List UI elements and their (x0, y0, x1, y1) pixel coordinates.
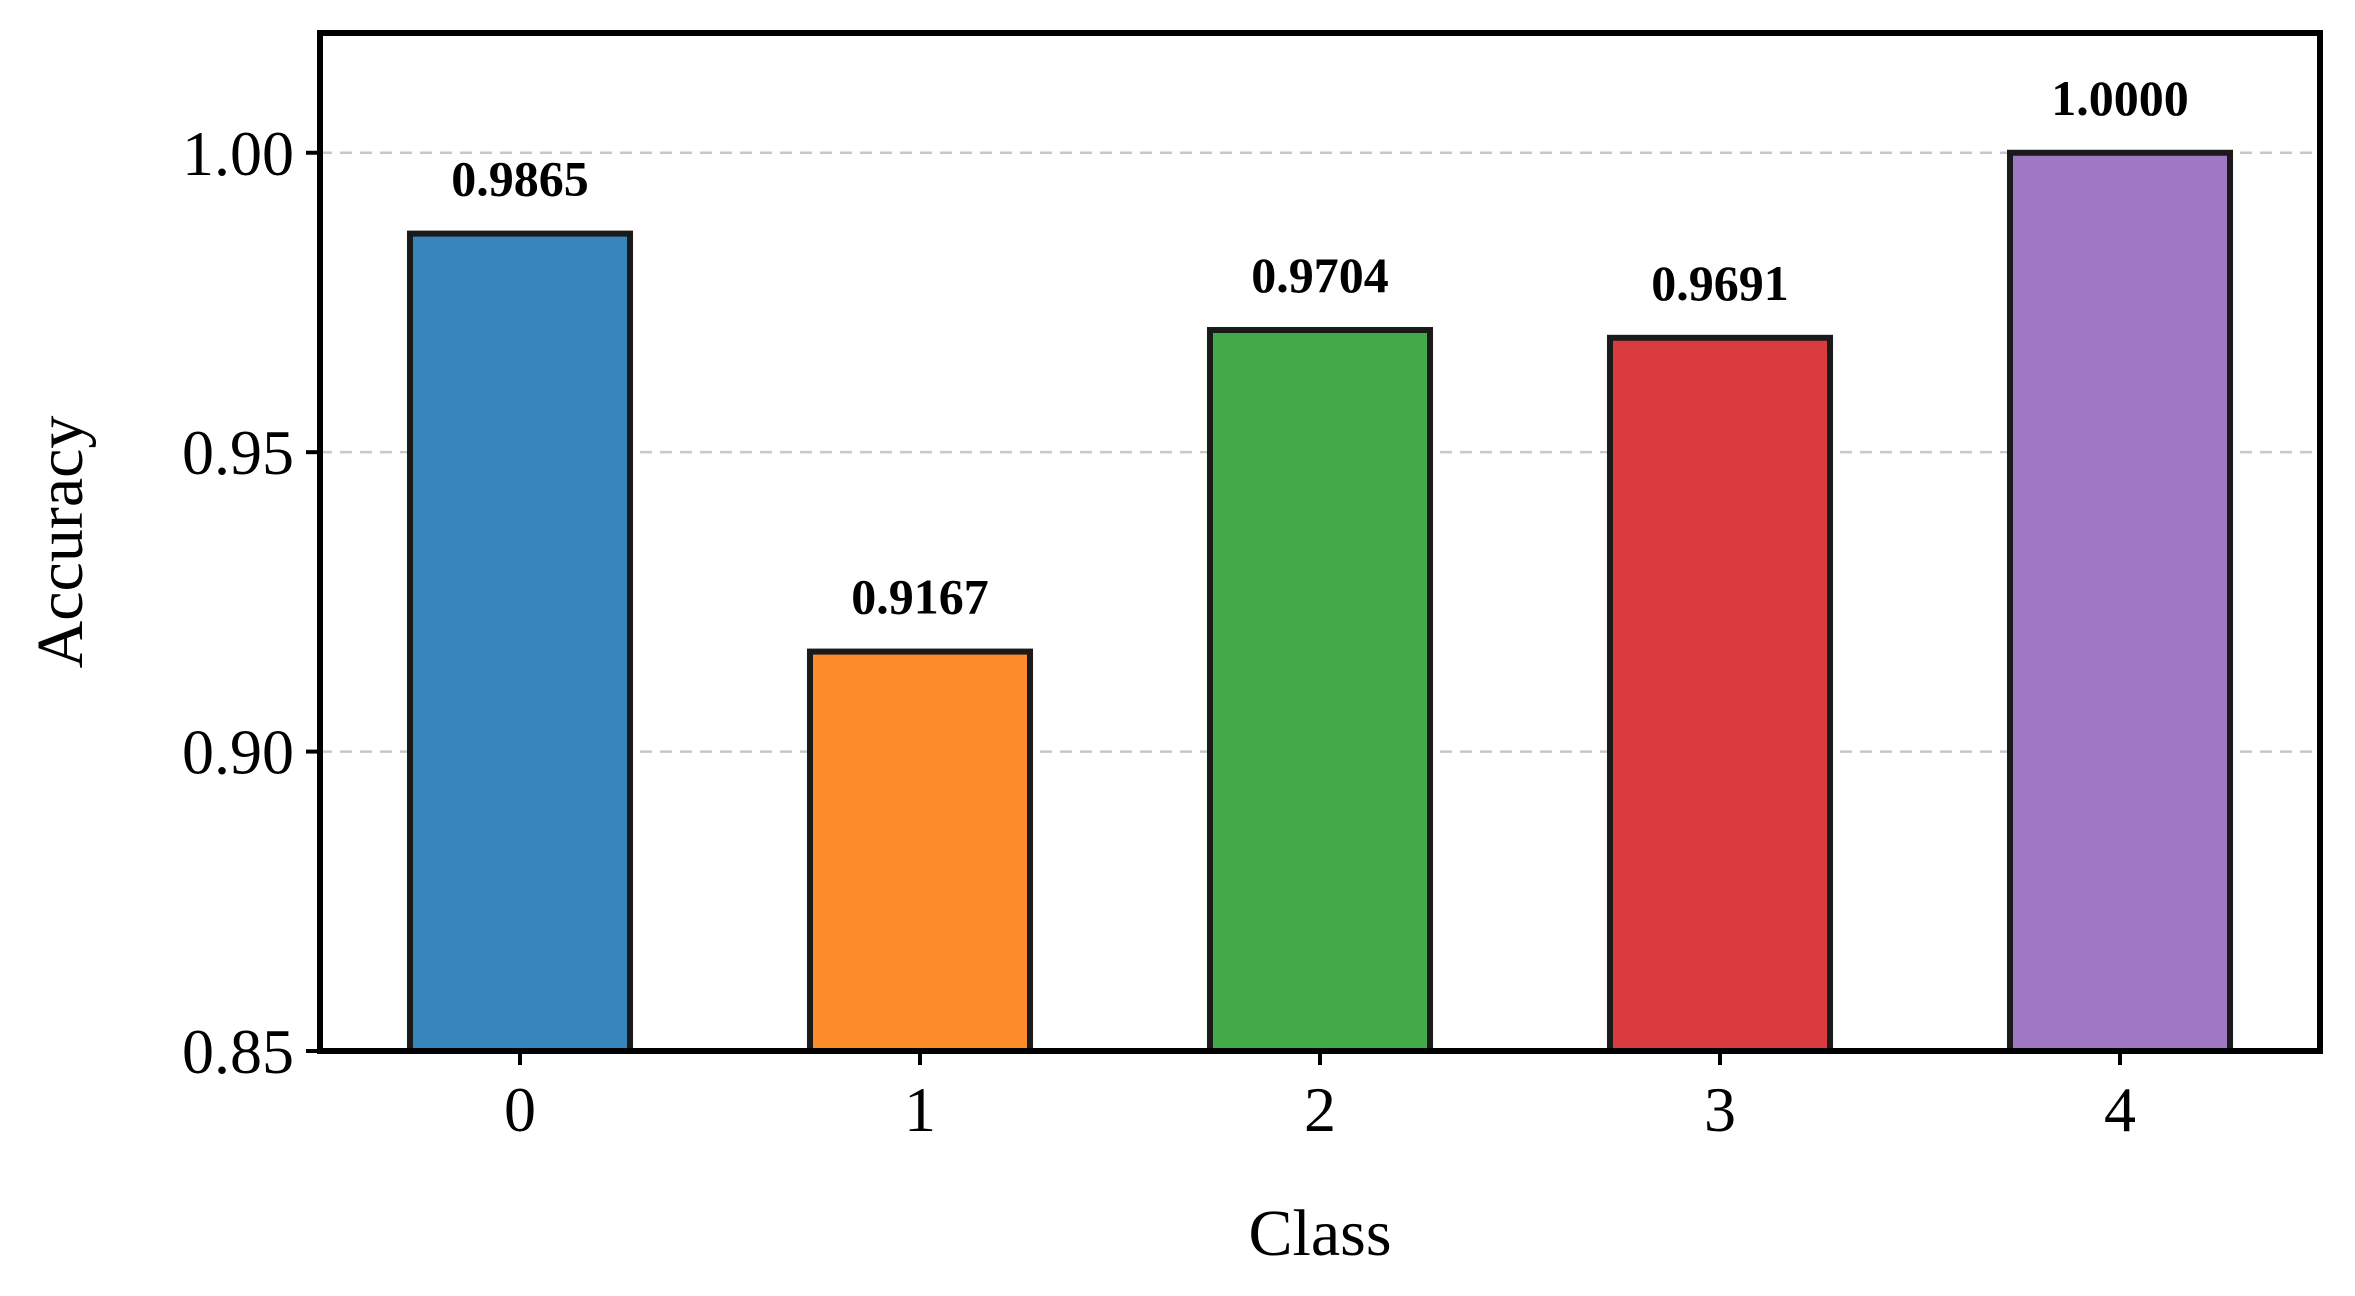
x-tick-label: 2 (1304, 1074, 1336, 1145)
y-tick-label: 0.90 (182, 717, 294, 788)
bar-class-1 (807, 648, 1033, 1054)
data-label: 0.9865 (451, 151, 589, 207)
data-label: 0.9704 (1251, 247, 1389, 303)
y-tick-label: 0.95 (182, 417, 294, 488)
bar-class-0 (407, 230, 633, 1054)
y-tick-label: 0.85 (182, 1016, 294, 1087)
x-tick-label: 4 (2104, 1074, 2136, 1145)
bar-class-4 (2007, 149, 2233, 1054)
bar-class-2 (1207, 327, 1433, 1054)
data-label: 0.9691 (1651, 255, 1789, 311)
data-label: 0.9167 (851, 569, 989, 625)
bar-class-3 (1607, 334, 1833, 1055)
y-axis-ticks: 0.85 0.90 0.95 1.00 (182, 118, 320, 1087)
y-tick-label: 1.00 (182, 118, 294, 189)
data-labels: 0.9865 0.9167 0.9704 0.9691 1.0000 (451, 70, 2189, 625)
x-axis-label: Class (1248, 1197, 1391, 1270)
bars (407, 149, 2233, 1055)
x-tick-label: 1 (904, 1074, 936, 1145)
x-tick-label: 0 (504, 1074, 536, 1145)
x-axis-ticks: 0 1 2 3 4 (504, 1051, 2136, 1145)
data-label: 1.0000 (2051, 70, 2189, 126)
y-axis-label: Accuracy (24, 416, 97, 669)
x-tick-label: 3 (1704, 1074, 1736, 1145)
